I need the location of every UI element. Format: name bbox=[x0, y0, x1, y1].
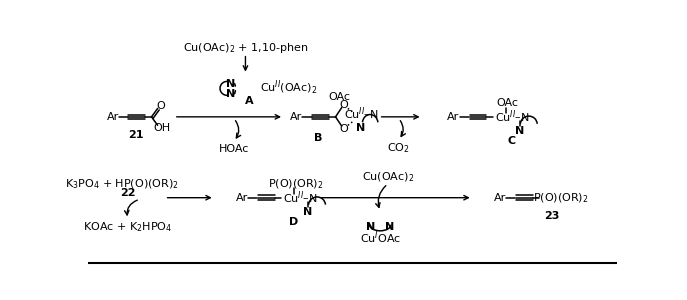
Text: OAc: OAc bbox=[328, 92, 350, 102]
Text: Cu$^{II}$–N: Cu$^{II}$–N bbox=[283, 189, 317, 206]
Text: P(O)(OR)$_2$: P(O)(OR)$_2$ bbox=[533, 191, 589, 205]
Text: Ar: Ar bbox=[447, 112, 460, 122]
Text: CO$_2$: CO$_2$ bbox=[387, 141, 410, 154]
Text: N: N bbox=[385, 222, 394, 232]
Text: OAc: OAc bbox=[496, 98, 518, 108]
Text: N: N bbox=[515, 126, 524, 136]
Text: Cu$^{II}$–N: Cu$^{II}$–N bbox=[344, 106, 379, 122]
Text: 22: 22 bbox=[120, 188, 135, 198]
Text: B: B bbox=[315, 134, 323, 143]
Text: O: O bbox=[339, 124, 348, 134]
Text: Cu$^{I}$OAc: Cu$^{I}$OAc bbox=[359, 230, 401, 246]
Text: A: A bbox=[245, 96, 254, 106]
Text: N: N bbox=[366, 222, 376, 232]
Text: N: N bbox=[356, 123, 365, 133]
Text: Cu$^{II}$(OAc)$_2$: Cu$^{II}$(OAc)$_2$ bbox=[260, 79, 317, 98]
Text: C: C bbox=[508, 136, 516, 146]
Text: D: D bbox=[289, 217, 299, 227]
Text: Cu(OAc)$_2$: Cu(OAc)$_2$ bbox=[362, 171, 414, 184]
Text: N: N bbox=[226, 79, 236, 89]
Text: O: O bbox=[157, 101, 165, 111]
Text: N: N bbox=[303, 207, 313, 217]
Text: KOAc + K$_2$HPO$_4$: KOAc + K$_2$HPO$_4$ bbox=[83, 220, 172, 234]
Text: O: O bbox=[339, 100, 348, 110]
Text: Ar: Ar bbox=[493, 193, 506, 203]
Text: Ar: Ar bbox=[290, 112, 302, 122]
Text: K$_3$PO$_4$ + HP(O)(OR)$_2$: K$_3$PO$_4$ + HP(O)(OR)$_2$ bbox=[65, 177, 179, 190]
Text: Cu(OAc)$_2$ + 1,10-phen: Cu(OAc)$_2$ + 1,10-phen bbox=[183, 40, 308, 55]
Text: HOAc: HOAc bbox=[218, 144, 249, 154]
Text: 21: 21 bbox=[128, 130, 144, 140]
Text: P(O)(OR)$_2$: P(O)(OR)$_2$ bbox=[268, 177, 324, 190]
Text: Ar: Ar bbox=[236, 193, 248, 203]
Text: Cu$^{II}$–N: Cu$^{II}$–N bbox=[495, 109, 529, 125]
Text: Ar: Ar bbox=[107, 112, 119, 122]
Text: 23: 23 bbox=[544, 211, 560, 221]
Text: OH: OH bbox=[154, 123, 171, 133]
Text: N: N bbox=[226, 89, 236, 99]
